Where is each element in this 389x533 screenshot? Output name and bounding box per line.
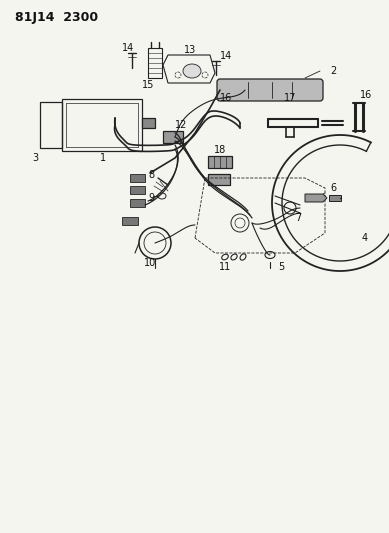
Text: 4: 4 [362, 233, 368, 243]
Text: 14: 14 [122, 43, 134, 53]
Text: 17: 17 [284, 93, 296, 103]
Text: 13: 13 [184, 45, 196, 55]
Text: 11: 11 [219, 262, 231, 272]
FancyBboxPatch shape [217, 79, 323, 101]
Polygon shape [130, 174, 145, 182]
Text: 5: 5 [278, 262, 284, 272]
Text: 81J14  2300: 81J14 2300 [15, 11, 98, 23]
Text: 15: 15 [142, 80, 154, 90]
Polygon shape [329, 195, 341, 201]
FancyBboxPatch shape [163, 131, 183, 143]
Text: 16: 16 [360, 90, 372, 100]
FancyBboxPatch shape [208, 174, 230, 185]
Ellipse shape [183, 64, 201, 78]
Text: 8: 8 [148, 170, 154, 180]
FancyBboxPatch shape [208, 156, 232, 168]
Text: 3: 3 [32, 153, 38, 163]
Polygon shape [130, 199, 145, 207]
Text: 9: 9 [148, 193, 154, 203]
Polygon shape [305, 194, 327, 202]
Polygon shape [122, 217, 138, 225]
Text: 14: 14 [220, 51, 232, 61]
Text: 2: 2 [330, 66, 336, 76]
Text: 1: 1 [100, 153, 106, 163]
Polygon shape [130, 186, 145, 194]
Text: 16: 16 [220, 93, 232, 103]
Polygon shape [142, 118, 155, 128]
Text: 7: 7 [295, 213, 301, 223]
Text: 10: 10 [144, 258, 156, 268]
Text: 18: 18 [214, 145, 226, 155]
Text: 6: 6 [330, 183, 336, 193]
Text: 12: 12 [175, 120, 187, 130]
